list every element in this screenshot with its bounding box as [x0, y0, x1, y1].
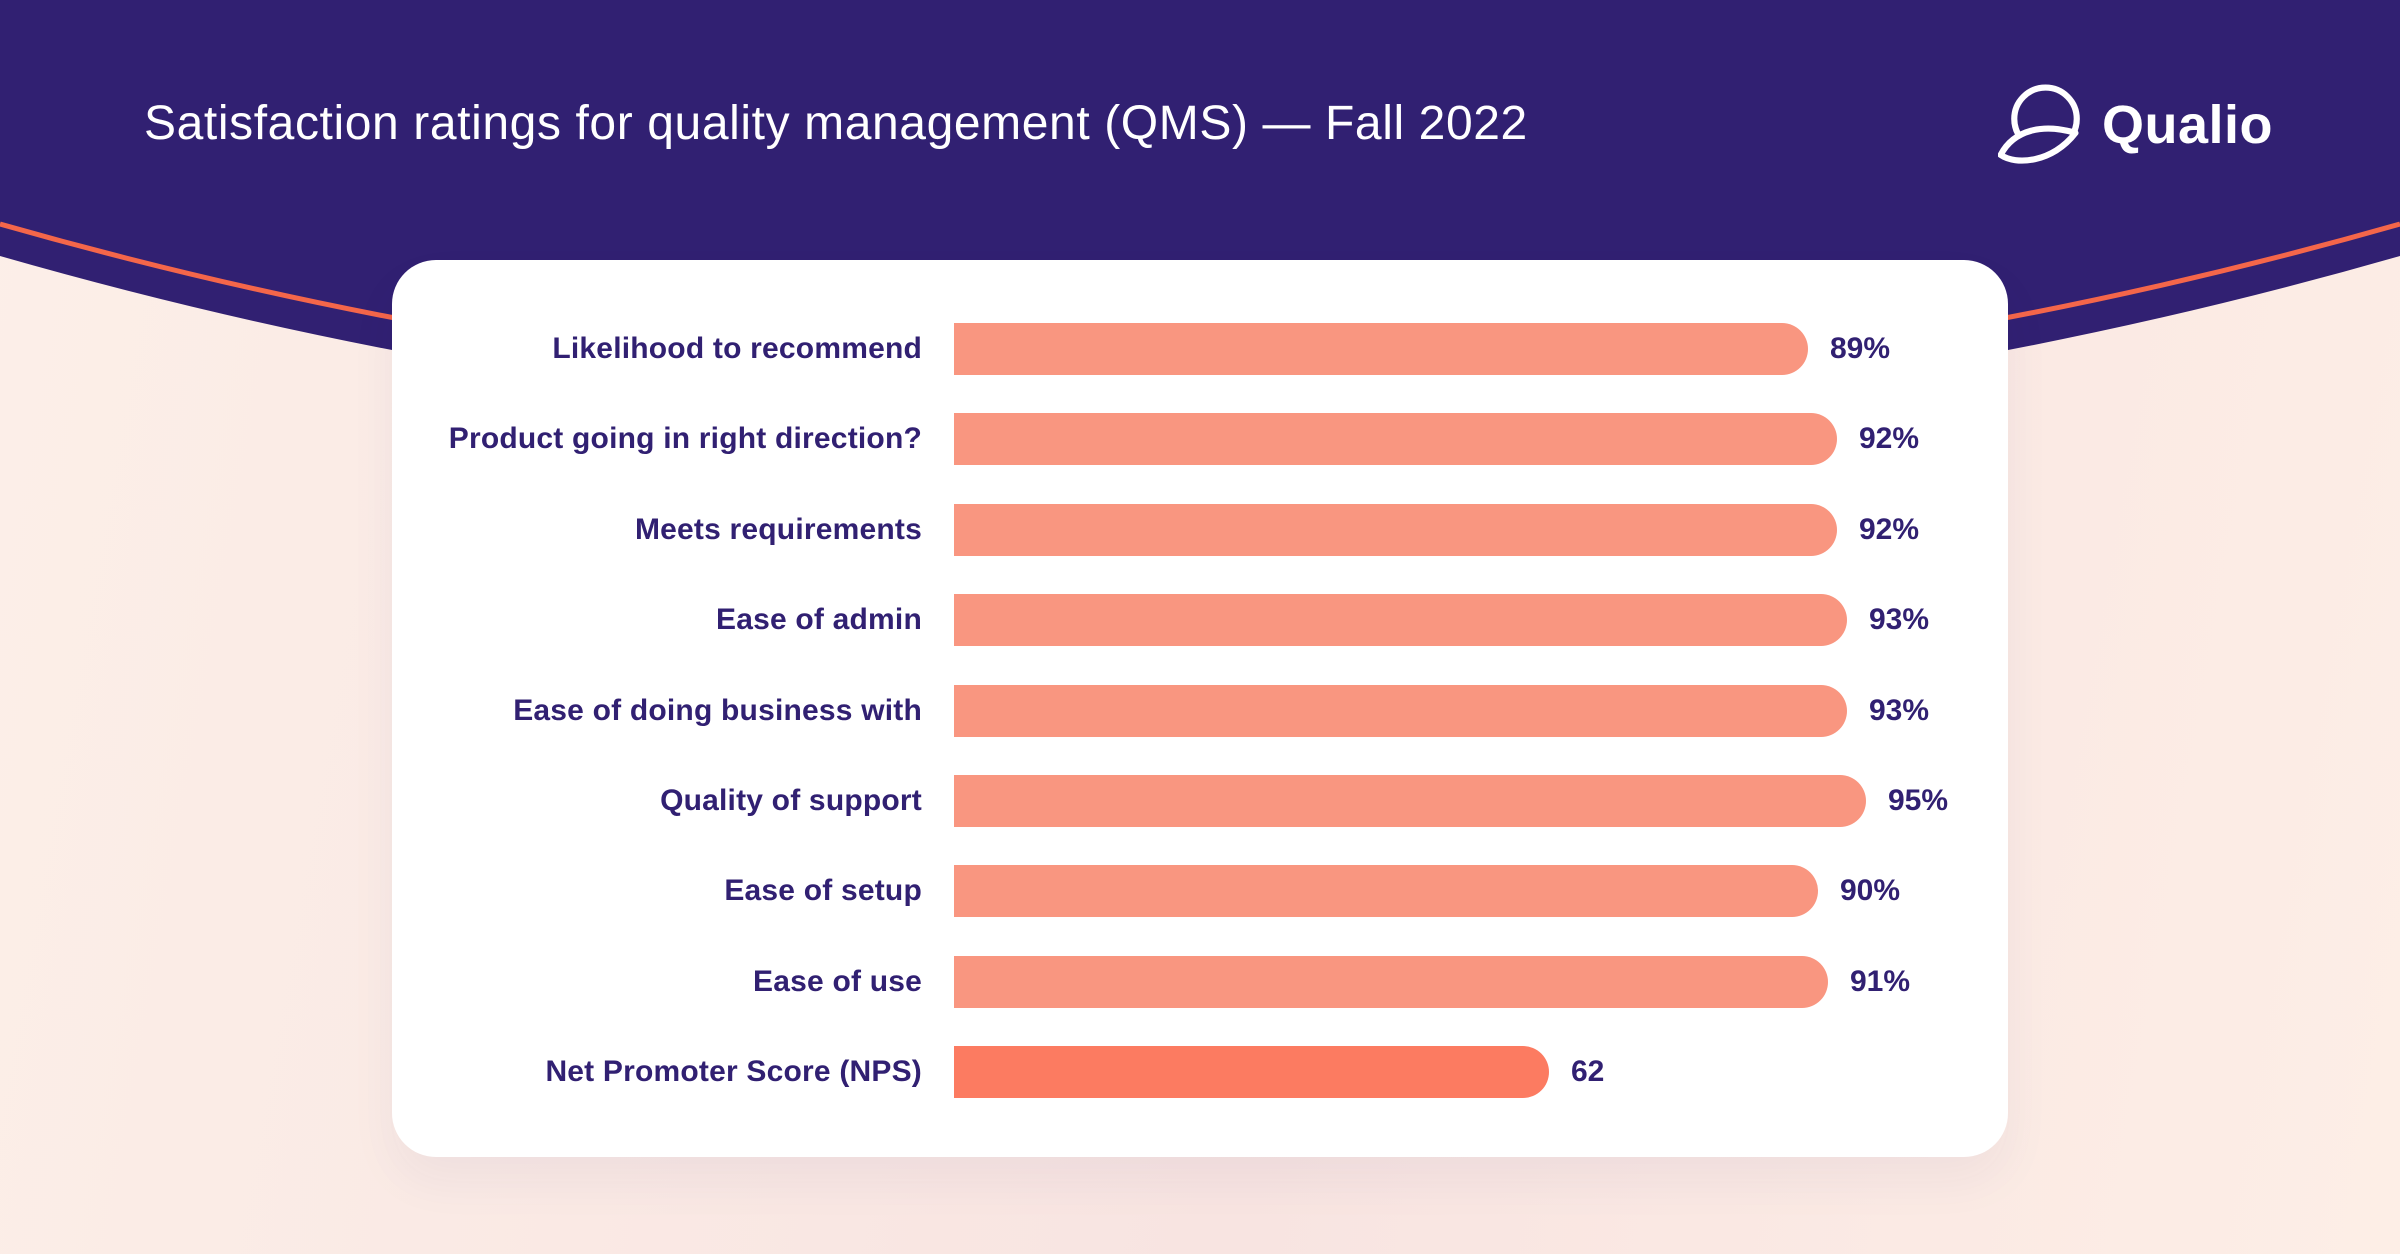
- bar: [954, 1046, 1549, 1098]
- bar-label: Ease of doing business with: [513, 694, 922, 727]
- bar-label: Ease of setup: [724, 874, 922, 907]
- bar-value: 89%: [1830, 332, 1891, 365]
- bar-label: Product going in right direction?: [448, 422, 922, 455]
- bar-row: Ease of use 91%: [392, 937, 2008, 1027]
- bar-row: Likelihood to recommend 89%: [392, 304, 2008, 394]
- bar-value: 93%: [1869, 694, 1930, 727]
- bar-track: 92%: [954, 413, 2008, 465]
- bar-row: Ease of setup 90%: [392, 846, 2008, 936]
- bar-value: 95%: [1888, 784, 1949, 817]
- bar: [954, 685, 1847, 737]
- bar: [954, 775, 1866, 827]
- bar-row: Quality of support 95%: [392, 756, 2008, 846]
- qualio-circle-leaf-icon: [1998, 84, 2080, 164]
- brand-wordmark: Qualio: [2102, 95, 2274, 155]
- bar-track: 91%: [954, 956, 2008, 1008]
- bar-track: 93%: [954, 594, 2008, 646]
- bar-row: Ease of admin 93%: [392, 575, 2008, 665]
- bar-track: 93%: [954, 685, 2008, 737]
- bar: [954, 594, 1847, 646]
- bar-label: Quality of support: [660, 784, 922, 817]
- bar-label: Likelihood to recommend: [552, 332, 922, 365]
- bar-label: Ease of admin: [716, 603, 922, 636]
- bar-label: Ease of use: [753, 965, 922, 998]
- bar: [954, 956, 1828, 1008]
- chart-card: Likelihood to recommend 89% Product going …: [392, 260, 2008, 1157]
- bar-row: Product going in right direction? 92%: [392, 394, 2008, 484]
- bar-track: 95%: [954, 775, 2008, 827]
- bar-value: 90%: [1840, 874, 1901, 907]
- bar-value: 93%: [1869, 603, 1930, 636]
- bar-value: 91%: [1850, 965, 1911, 998]
- bar: [954, 413, 1837, 465]
- bar-value: 62: [1571, 1055, 1605, 1088]
- brand-logo: Qualio: [1998, 80, 2273, 170]
- bar-value: 92%: [1859, 422, 1920, 455]
- bar-label: Meets requirements: [634, 513, 922, 546]
- bar-track: 90%: [954, 865, 2008, 917]
- bar: [954, 323, 1808, 375]
- bar-value: 92%: [1859, 513, 1920, 546]
- bar: [954, 865, 1818, 917]
- bar-row: Ease of doing business with 93%: [392, 666, 2008, 756]
- bar-row: Net Promoter Score (NPS) 62: [392, 1027, 2008, 1117]
- bar-track: 62: [954, 1046, 2008, 1098]
- bar-row: Meets requirements 92%: [392, 485, 2008, 575]
- bar-label: Net Promoter Score (NPS): [545, 1055, 922, 1088]
- bar: [954, 504, 1837, 556]
- bar-track: 92%: [954, 504, 2008, 556]
- bar-track: 89%: [954, 323, 2008, 375]
- page-title: Satisfaction ratings for quality managem…: [144, 97, 1528, 150]
